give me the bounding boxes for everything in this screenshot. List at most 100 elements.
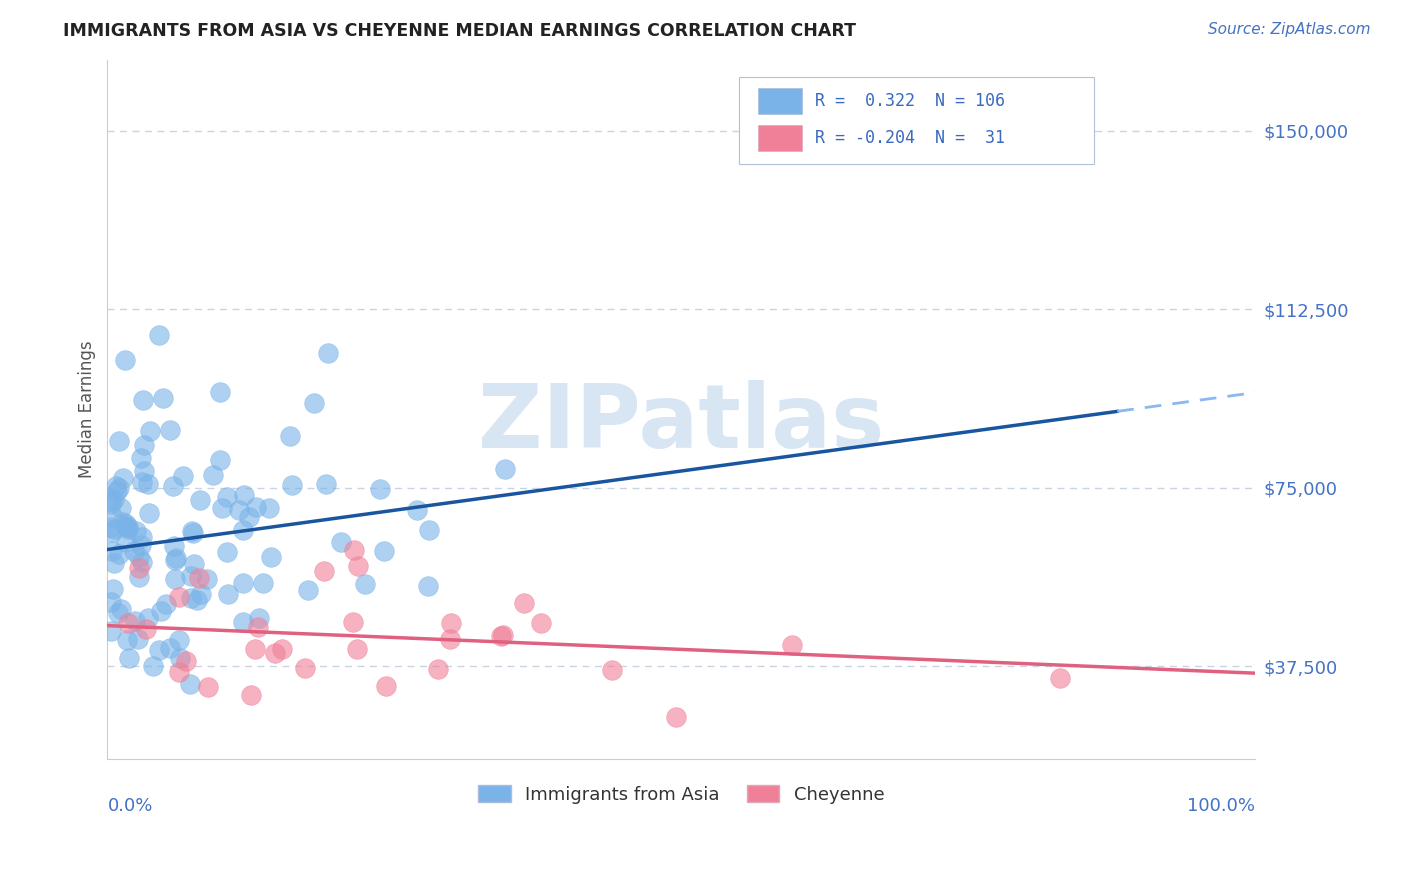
- Point: [405, 503, 427, 517]
- Point: [354, 577, 377, 591]
- Text: ZIPatlas: ZIPatlas: [478, 380, 884, 467]
- Point: [343, 542, 366, 557]
- Point: [232, 575, 254, 590]
- Point: [180, 524, 202, 538]
- Point: [104, 479, 127, 493]
- Point: [110, 500, 132, 515]
- Point: [252, 575, 274, 590]
- Point: [134, 464, 156, 478]
- Point: [245, 500, 267, 514]
- Point: [117, 520, 139, 534]
- Point: [513, 596, 536, 610]
- Point: [107, 607, 129, 621]
- Point: [314, 565, 336, 579]
- Point: [167, 633, 190, 648]
- Point: [278, 429, 301, 443]
- Point: [342, 615, 364, 630]
- Point: [197, 680, 219, 694]
- Point: [159, 423, 181, 437]
- Text: IMMIGRANTS FROM ASIA VS CHEYENNE MEDIAN EARNINGS CORRELATION CHART: IMMIGRANTS FROM ASIA VS CHEYENNE MEDIAN …: [63, 22, 856, 40]
- Text: 0.0%: 0.0%: [107, 797, 153, 815]
- Point: [494, 461, 516, 475]
- Point: [103, 491, 125, 506]
- Point: [114, 352, 136, 367]
- Point: [427, 662, 450, 676]
- Point: [179, 677, 201, 691]
- Point: [188, 570, 211, 584]
- Point: [190, 587, 212, 601]
- Point: [375, 679, 398, 693]
- Point: [128, 570, 150, 584]
- Point: [180, 569, 202, 583]
- Point: [346, 558, 368, 573]
- Point: [240, 688, 263, 702]
- Point: [195, 572, 218, 586]
- Point: [111, 516, 134, 530]
- Point: [232, 615, 254, 629]
- Point: [370, 482, 392, 496]
- Point: [135, 622, 157, 636]
- Point: [163, 539, 186, 553]
- Point: [233, 488, 256, 502]
- Point: [152, 392, 174, 406]
- Point: [124, 614, 146, 628]
- Point: [202, 467, 225, 482]
- Point: [439, 615, 461, 630]
- Point: [217, 587, 239, 601]
- Point: [149, 604, 172, 618]
- Point: [162, 479, 184, 493]
- Point: [111, 471, 134, 485]
- Point: [217, 545, 239, 559]
- Point: [155, 597, 177, 611]
- Point: [602, 664, 624, 678]
- Point: [117, 616, 139, 631]
- Point: [118, 651, 141, 665]
- Point: [165, 553, 187, 567]
- Point: [115, 534, 138, 549]
- Point: [416, 579, 439, 593]
- FancyBboxPatch shape: [758, 87, 801, 114]
- Point: [245, 641, 267, 656]
- Point: [131, 530, 153, 544]
- Point: [115, 520, 138, 534]
- Point: [148, 328, 170, 343]
- Point: [103, 510, 125, 524]
- Point: [129, 450, 152, 465]
- Point: [418, 524, 440, 538]
- FancyBboxPatch shape: [738, 77, 1094, 164]
- Point: [665, 710, 688, 724]
- Text: R = -0.204  N =  31: R = -0.204 N = 31: [815, 129, 1005, 147]
- Point: [128, 560, 150, 574]
- Point: [138, 506, 160, 520]
- Point: [208, 385, 231, 400]
- Text: 100.0%: 100.0%: [1187, 797, 1256, 815]
- Legend: Immigrants from Asia, Cheyenne: Immigrants from Asia, Cheyenne: [470, 776, 893, 813]
- Point: [297, 582, 319, 597]
- Point: [180, 591, 202, 605]
- Point: [181, 526, 204, 541]
- Point: [209, 453, 232, 467]
- Point: [247, 610, 270, 624]
- Point: [346, 641, 368, 656]
- Point: [122, 544, 145, 558]
- Point: [316, 345, 339, 359]
- Point: [100, 494, 122, 508]
- Point: [100, 624, 122, 638]
- Point: [492, 628, 515, 642]
- Point: [1049, 671, 1071, 685]
- Point: [100, 497, 122, 511]
- Point: [183, 557, 205, 571]
- Point: [247, 620, 270, 634]
- Point: [780, 638, 803, 652]
- Point: [172, 469, 194, 483]
- Point: [165, 551, 187, 566]
- Point: [530, 615, 553, 630]
- Point: [129, 537, 152, 551]
- Point: [186, 592, 208, 607]
- Point: [108, 434, 131, 449]
- Point: [188, 493, 211, 508]
- Point: [294, 661, 316, 675]
- Point: [302, 396, 325, 410]
- Point: [211, 500, 233, 515]
- Point: [232, 523, 254, 537]
